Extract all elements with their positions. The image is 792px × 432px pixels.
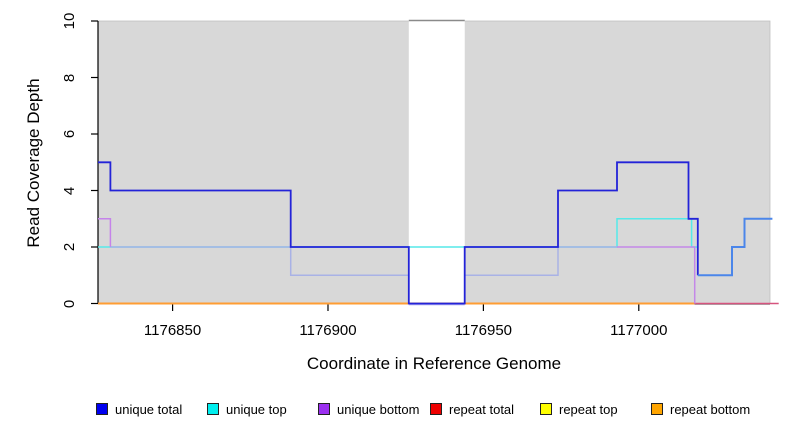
legend-label: repeat total [449,401,515,417]
y-tick-label: 0 [61,299,78,308]
unique-bottom-blend-left [110,246,409,277]
unique-total-line [98,161,699,305]
unique-bottom-violet [617,246,696,304]
legend-label: unique total [115,401,183,417]
legend-swatch-icon [207,403,219,415]
legend-swatch-icon [651,403,663,415]
x-tick-label: 1176900 [299,322,357,339]
legend-label: unique bottom [337,401,420,417]
y-tick-label: 2 [61,242,78,252]
legend-swatch-icon [540,403,552,415]
unique-bottom-left-spike [98,218,112,247]
y-axis-title: Read Coverage Depth [24,78,43,248]
total-top-overlap-line [697,217,773,277]
legend-swatch-icon [318,403,330,415]
y-tick-label: 4 [61,186,78,195]
unique-bottom-blend-right [464,246,617,277]
legend-item-unique-total: unique total [96,401,183,417]
x-tick-label: 1177000 [610,322,668,339]
legend-item-unique-bottom: unique bottom [318,401,420,417]
mask-band [408,20,465,304]
legend-label: unique top [226,401,287,417]
legend-item-unique-top: unique top [207,401,287,417]
x-axis-title: Coordinate in Reference Genome [306,354,562,373]
y-tick-label: 10 [61,12,78,30]
legend-swatch-icon [96,403,108,415]
y-tick-label: 6 [61,129,78,139]
legend-swatch-icon [430,403,442,415]
legend-item-repeat-top: repeat top [540,401,618,417]
x-tick-label: 1176850 [143,322,202,339]
legend-item-repeat-bottom: repeat bottom [651,401,751,417]
legend-label: repeat top [559,401,618,417]
x-tick-label: 1176950 [454,322,513,339]
legend-label: repeat bottom [670,401,751,417]
legend-item-repeat-total: repeat total [430,401,515,417]
y-tick-label: 8 [61,73,78,82]
